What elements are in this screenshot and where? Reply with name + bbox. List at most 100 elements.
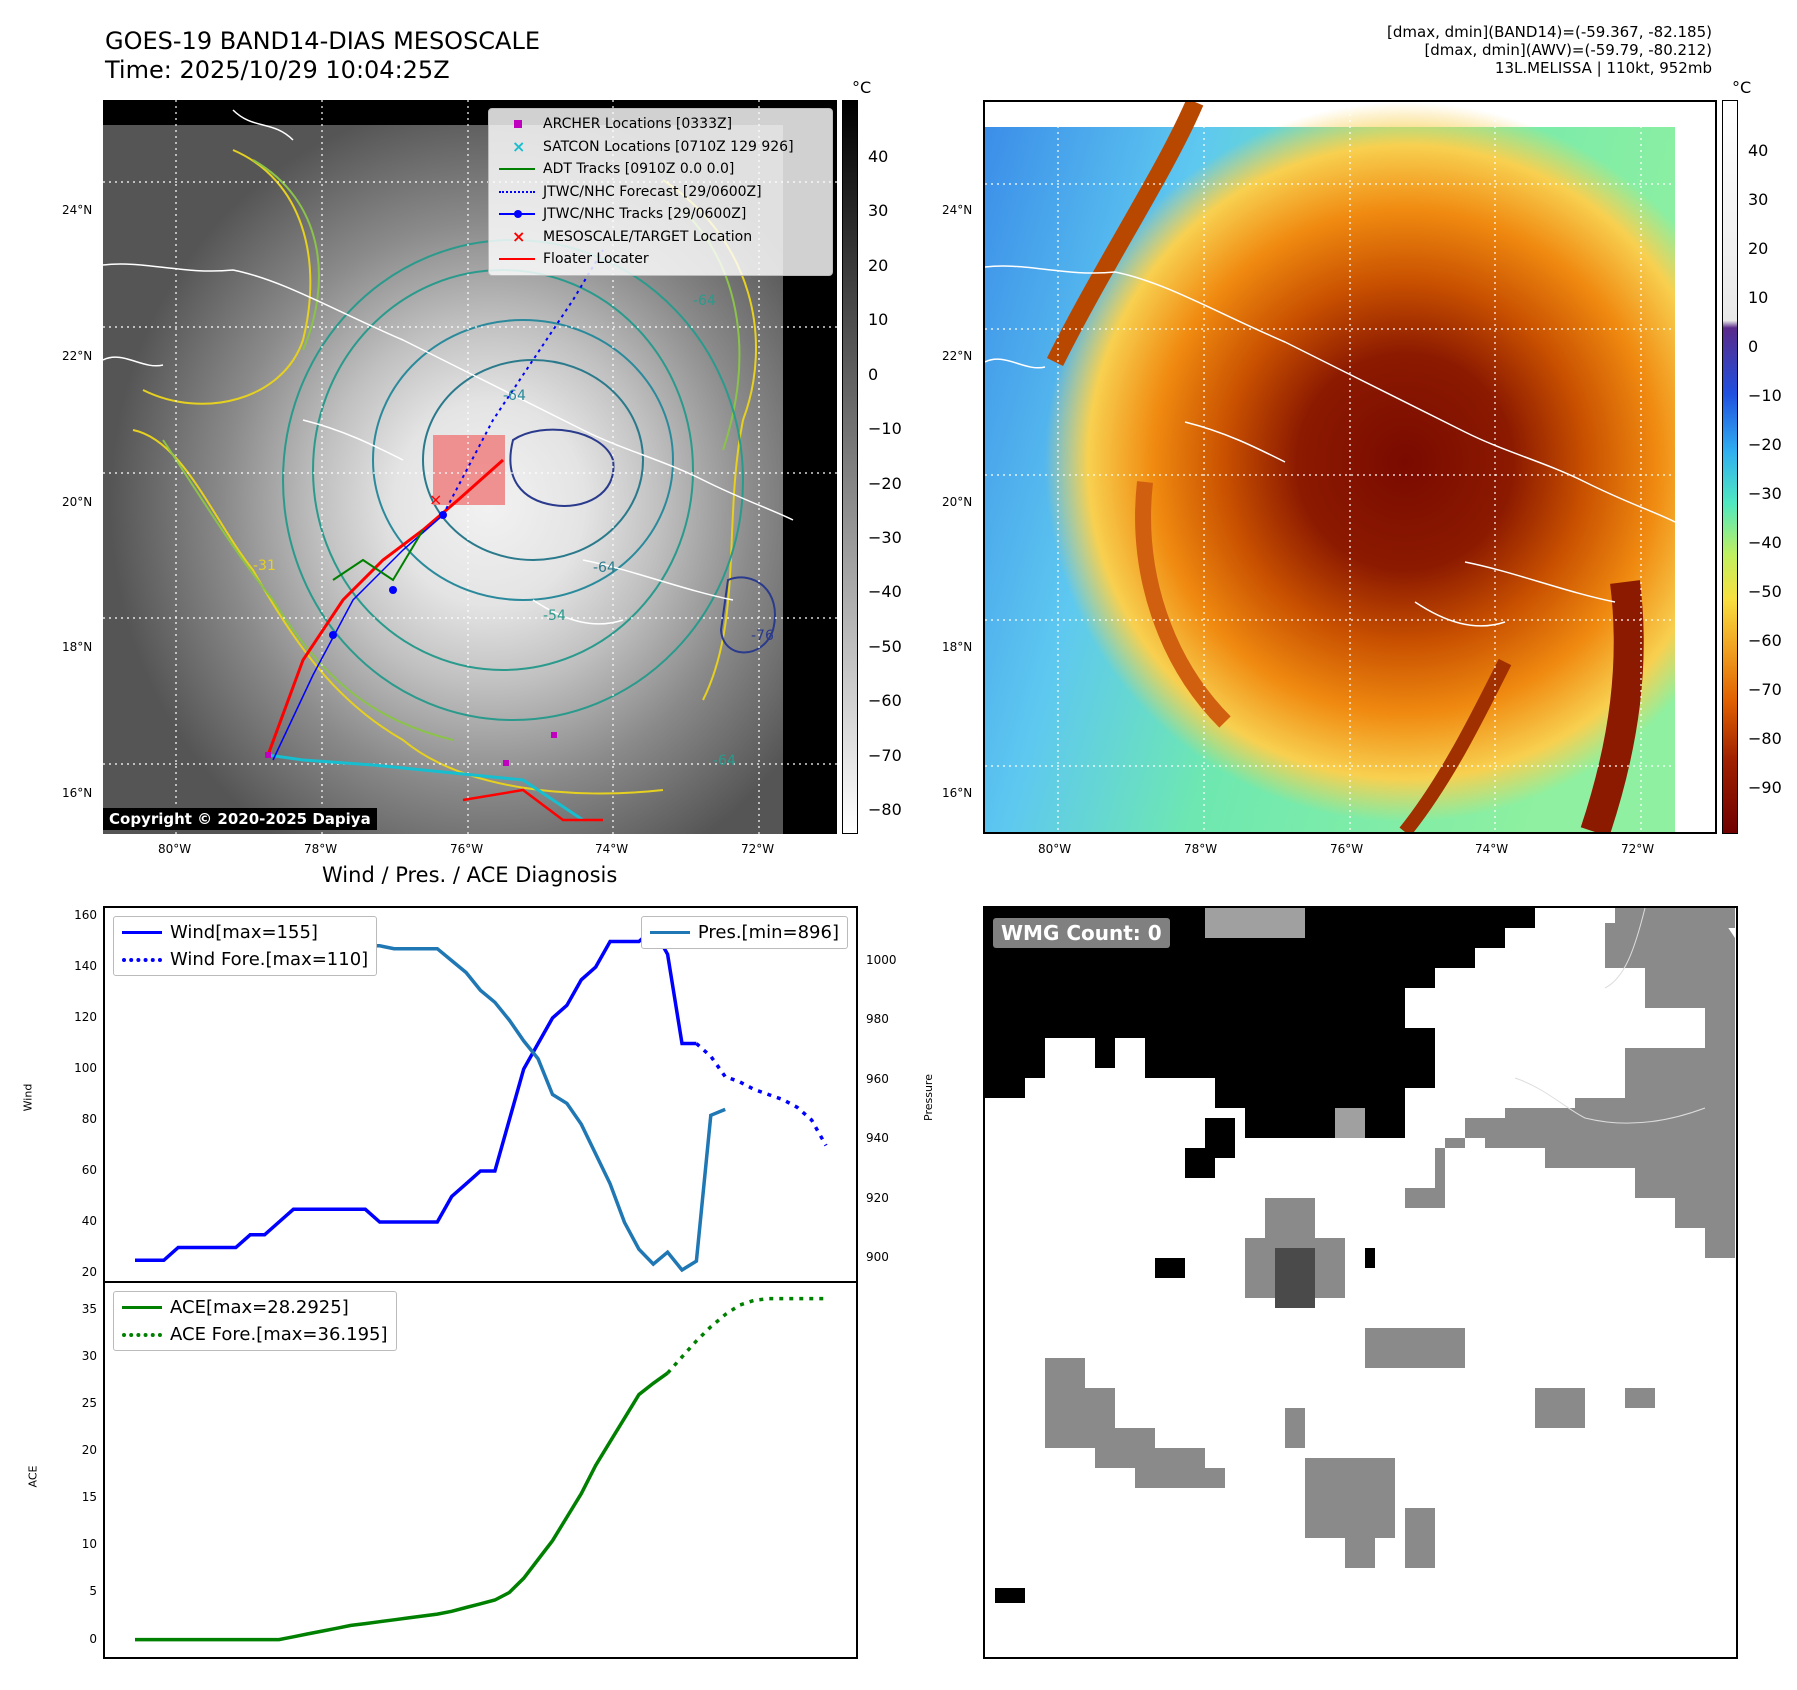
- left-axis-tick-label: 120: [74, 1010, 97, 1024]
- green-line-icon: [122, 1306, 162, 1309]
- lat-label: 18°N: [942, 640, 973, 654]
- right-axis-tick-label: 1000: [866, 952, 897, 967]
- wind-line: [135, 926, 697, 1263]
- left-axis-tick-label: 20: [81, 1265, 97, 1279]
- legend-item-tracks: JTWC/NHC Tracks [29/0600Z]: [497, 203, 822, 226]
- svg-text:×: ×: [429, 490, 442, 509]
- title-line-1: GOES-19 BAND14-DIAS MESOSCALE: [105, 27, 541, 55]
- right-axis-tick-label: 940: [866, 1131, 889, 1146]
- blue-dotted-line-icon: [122, 957, 162, 962]
- colorbar-tick-label: 0: [1748, 337, 1759, 356]
- wmg-map: [985, 908, 1735, 1603]
- lon-label: 80°W: [158, 842, 192, 856]
- lon-label: 78°W: [1184, 842, 1218, 856]
- colorbar-tick-label: 10: [1748, 288, 1769, 307]
- contour-label: -31: [253, 558, 276, 574]
- right-axis-tick-label: 960: [866, 1071, 889, 1086]
- colorbar-tick-label: −40: [868, 582, 902, 602]
- lat-label: 16°N: [942, 786, 973, 800]
- colorbar-tick-label: −80: [1748, 729, 1782, 748]
- color-ir-map: [983, 100, 1717, 834]
- colorbar-tick-label: 30: [868, 201, 889, 221]
- right-axis-tick-label: 920: [866, 1190, 889, 1205]
- colorbar-tick-label: 0: [868, 364, 879, 384]
- left-axis-tick-label: 15: [81, 1490, 97, 1505]
- legend-item-mesoscale: × MESOSCALE/TARGET Location: [497, 226, 822, 249]
- left-axis-tick-label: 35: [81, 1301, 97, 1316]
- right-axis-tick-label: 900: [866, 1250, 889, 1265]
- contour-label: -64: [593, 560, 616, 576]
- colorbar-tick-label: −60: [868, 691, 902, 711]
- lat-label: 20°N: [942, 495, 973, 509]
- colorbar-unit: °C: [1732, 78, 1752, 97]
- legend-item-wind-fore: Wind Fore.[max=110]: [122, 946, 368, 973]
- left-axis-tick-label: 20: [81, 1443, 97, 1458]
- colorbar-tick-label: 40: [868, 147, 889, 166]
- lat-label: 16°N: [62, 786, 93, 800]
- pressure-legend: Pres.[min=896]: [640, 916, 848, 949]
- map-legend: ARCHER Locations [0333Z] × SATCON Locati…: [488, 108, 833, 276]
- red-line-icon: [497, 252, 537, 266]
- colorbar-tick-label: −70: [1748, 680, 1782, 699]
- left-axis-tick-label: 100: [74, 1061, 97, 1075]
- info-line-3: 13L.MELISSA | 110kt, 952mb: [1494, 59, 1712, 77]
- left-axis-tick-label: 10: [81, 1537, 97, 1552]
- colorbar-tick-label: −80: [868, 800, 902, 819]
- ace-plot: [135, 1296, 826, 1642]
- figure-title: GOES-19 BAND14-DIAS MESOSCALE Time: 2025…: [105, 27, 540, 85]
- copyright-label: Copyright © 2020-2025 Dapiya: [103, 808, 377, 830]
- contour-label: -76: [751, 628, 774, 644]
- left-axis-tick-label: 80: [81, 1112, 97, 1126]
- legend-item-forecast: JTWC/NHC Forecast [29/0600Z]: [497, 181, 822, 204]
- blue-dotted-line-icon: [497, 185, 537, 199]
- ace-legend: ACE[max=28.2925] ACE Fore.[max=36.195]: [113, 1291, 397, 1351]
- wind-legend: Wind[max=155] Wind Fore.[max=110]: [113, 916, 378, 976]
- right-axis-tick-label: 980: [866, 1012, 889, 1027]
- pressure-line: [135, 923, 726, 1273]
- grayscale-map-svg: × -64 -54 -64 -76 -31 -64 -64: [103, 100, 837, 834]
- blue-line-dot-icon: [497, 207, 537, 221]
- steelblue-line-icon: [649, 931, 690, 934]
- wind-axis-label: Wind: [21, 1083, 35, 1112]
- wind-pressure-chart: Wind[max=155] Wind Fore.[max=110] Pres.[…: [103, 906, 858, 1283]
- colorbar-tick-label: −10: [868, 419, 902, 439]
- left-axis-tick-label: 5: [89, 1584, 97, 1599]
- legend-item-archer: ARCHER Locations [0333Z]: [497, 113, 822, 136]
- title-line-2: Time: 2025/10/29 10:04:25Z: [105, 56, 450, 84]
- colorbar-tick-label: −60: [1748, 631, 1782, 650]
- ace-axis-label: ACE: [26, 1465, 40, 1488]
- legend-item-ace-fore: ACE Fore.[max=36.195]: [122, 1321, 388, 1348]
- lon-label: 72°W: [1621, 842, 1655, 856]
- lon-label: 76°W: [450, 842, 484, 856]
- colorbar-tick-label: −20: [868, 473, 902, 493]
- contour-label: -54: [543, 608, 566, 624]
- color-colorbar: [1722, 100, 1738, 834]
- left-axis-tick-label: 0: [89, 1631, 97, 1646]
- magenta-square-icon: [497, 117, 537, 131]
- legend-item-floater: Floater Locater: [497, 248, 822, 271]
- contour-label: -64: [713, 753, 736, 769]
- grayscale-colorbar: [842, 100, 858, 834]
- lat-label: 24°N: [62, 203, 93, 217]
- legend-item-satcon: × SATCON Locations [0710Z 129 926]: [497, 136, 822, 159]
- lon-label: 72°W: [741, 842, 775, 856]
- wmg-panel: WMG Count: 0: [983, 906, 1738, 1659]
- left-axis-tick-label: 25: [81, 1396, 97, 1411]
- legend-item-adt: ADT Tracks [0910Z 0.0 0.0]: [497, 158, 822, 181]
- colorbar-tick-label: −30: [1748, 484, 1782, 503]
- lon-label: 74°W: [1475, 842, 1509, 856]
- pressure-axis-label: Pressure: [921, 1074, 935, 1121]
- colorbar-tick-label: −20: [1748, 435, 1782, 454]
- left-axis-tick-label: 30: [81, 1348, 97, 1363]
- colorbar-tick-label: −10: [1748, 386, 1782, 405]
- legend-item-ace: ACE[max=28.2925]: [122, 1294, 388, 1321]
- colorbar-tick-label: −50: [868, 636, 902, 656]
- lon-label: 74°W: [595, 842, 629, 856]
- lon-label: 80°W: [1038, 842, 1072, 856]
- legend-item-wind: Wind[max=155]: [122, 919, 368, 946]
- colorbar-tick-label: 40: [1748, 141, 1769, 160]
- left-axis-tick-label: 40: [81, 1214, 97, 1228]
- teal-x-icon: ×: [512, 136, 526, 156]
- left-axis-tick-label: 60: [81, 1163, 97, 1177]
- lat-label: 24°N: [942, 203, 973, 217]
